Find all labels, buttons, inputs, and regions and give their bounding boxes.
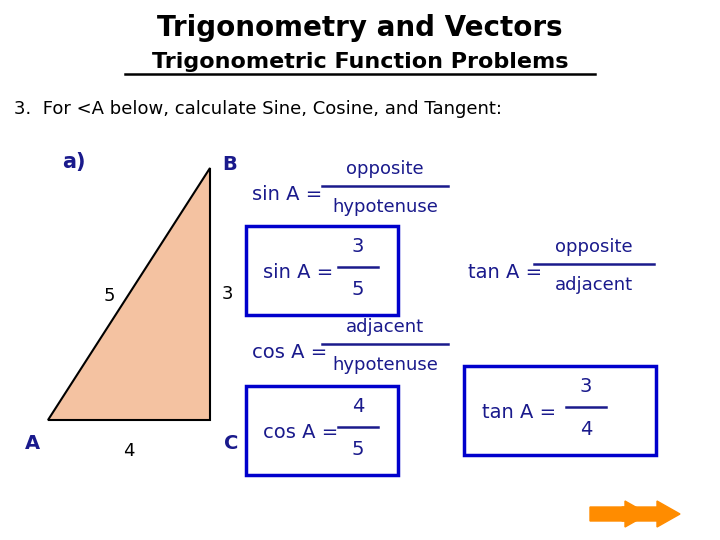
Polygon shape xyxy=(590,501,648,527)
Text: 5: 5 xyxy=(352,440,364,459)
Text: Trigonometric Function Problems: Trigonometric Function Problems xyxy=(152,52,568,72)
FancyBboxPatch shape xyxy=(246,386,398,475)
Text: cos A =: cos A = xyxy=(263,422,344,442)
Text: 3: 3 xyxy=(222,285,233,303)
Text: C: C xyxy=(224,434,238,453)
Text: adjacent: adjacent xyxy=(346,318,424,336)
Text: 3: 3 xyxy=(580,377,592,396)
Text: sin A =: sin A = xyxy=(263,262,340,281)
Text: Trigonometry and Vectors: Trigonometry and Vectors xyxy=(157,14,563,42)
Text: cos A =: cos A = xyxy=(252,342,333,361)
Text: 5: 5 xyxy=(104,287,115,305)
Text: opposite: opposite xyxy=(346,160,424,178)
Text: a): a) xyxy=(62,152,86,172)
Text: adjacent: adjacent xyxy=(555,276,633,294)
Text: hypotenuse: hypotenuse xyxy=(332,198,438,216)
Text: 5: 5 xyxy=(352,280,364,299)
Text: 4: 4 xyxy=(123,442,135,460)
Text: 4: 4 xyxy=(352,397,364,416)
Text: tan A =: tan A = xyxy=(482,402,562,422)
FancyBboxPatch shape xyxy=(246,226,398,315)
Text: opposite: opposite xyxy=(555,238,633,256)
Text: 4: 4 xyxy=(580,420,592,439)
Polygon shape xyxy=(48,168,210,420)
Text: hypotenuse: hypotenuse xyxy=(332,356,438,374)
FancyBboxPatch shape xyxy=(464,366,656,455)
Text: sin A =: sin A = xyxy=(252,185,328,204)
Polygon shape xyxy=(622,501,680,527)
Text: A: A xyxy=(24,434,40,453)
Text: 3.  For <A below, calculate Sine, Cosine, and Tangent:: 3. For <A below, calculate Sine, Cosine,… xyxy=(14,100,502,118)
Text: tan A =: tan A = xyxy=(468,262,549,281)
Text: 3: 3 xyxy=(352,237,364,256)
Text: B: B xyxy=(222,154,237,173)
